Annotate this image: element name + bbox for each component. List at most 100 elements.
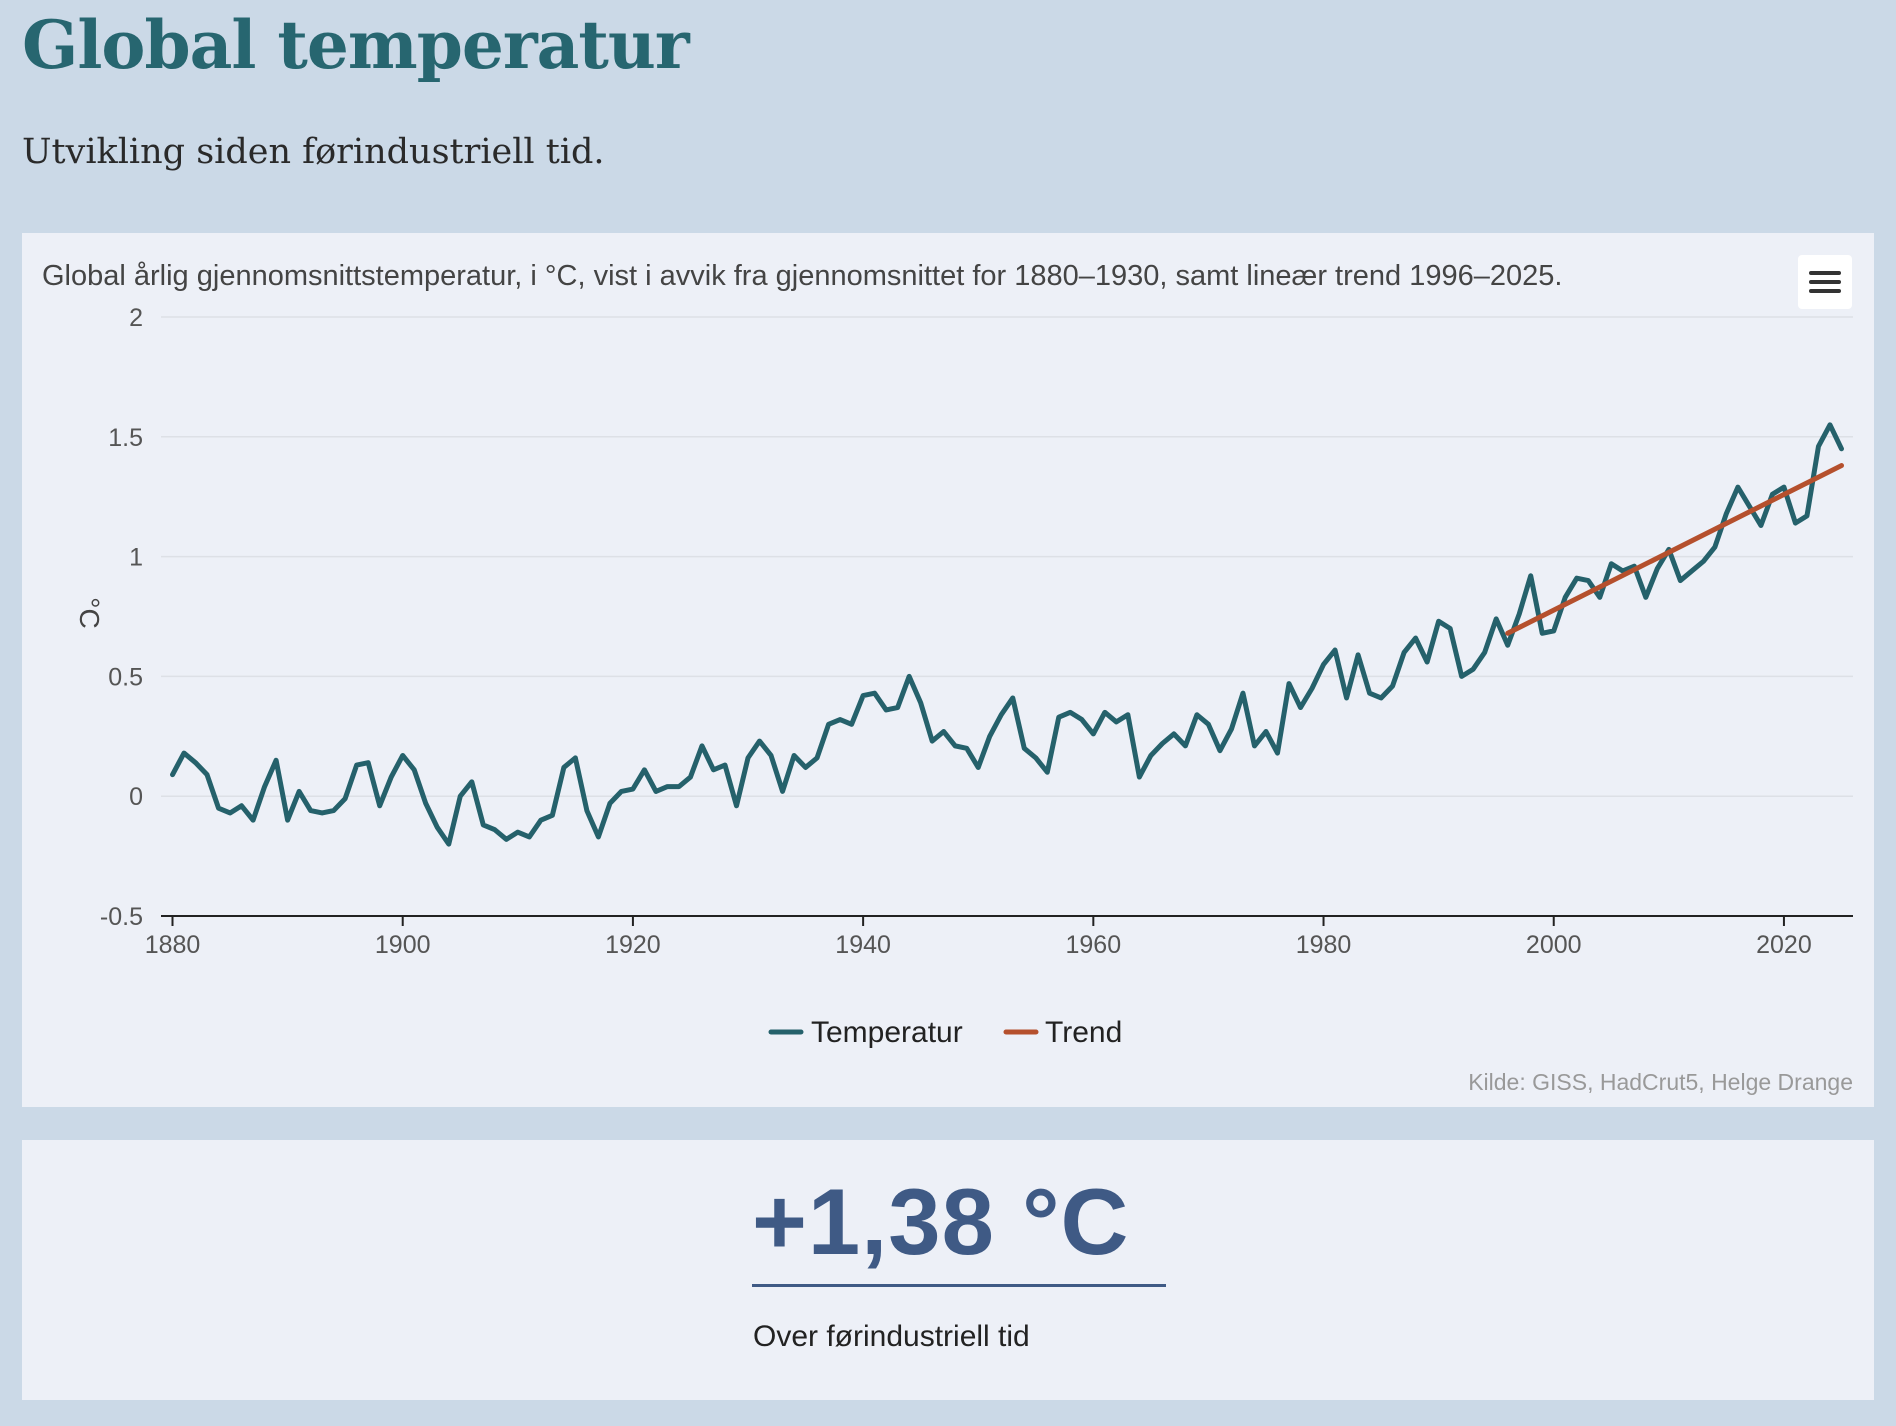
temperature-data-point[interactable] [1827,422,1833,428]
chart-menu-button[interactable] [1798,255,1852,309]
temperature-data-point[interactable] [446,841,452,847]
temperature-data-point[interactable] [1804,513,1810,519]
temperature-data-point[interactable] [1447,625,1453,631]
temperature-data-point[interactable] [354,762,360,768]
legend-item-trend[interactable]: Trend [1003,1016,1122,1049]
temperature-data-point[interactable] [1321,661,1327,667]
temperature-data-point[interactable] [1171,731,1177,737]
temperature-data-point[interactable] [1228,726,1234,732]
temperature-data-point[interactable] [710,767,716,773]
temperature-data-point[interactable] [1608,561,1614,567]
temperature-data-point[interactable] [895,705,901,711]
temperature-data-point[interactable] [826,721,832,727]
temperature-data-point[interactable] [1689,568,1695,574]
temperature-data-point[interactable] [687,774,693,780]
legend-item-temperatur[interactable]: Temperatur [768,1016,963,1049]
temperature-data-point[interactable] [262,784,268,790]
temperature-data-point[interactable] [1205,721,1211,727]
temperature-data-point[interactable] [1136,774,1142,780]
temperature-data-point[interactable] [216,805,222,811]
temperature-data-point[interactable] [1159,740,1165,746]
temperature-data-point[interactable] [1113,719,1119,725]
temperature-data-point[interactable] [607,800,613,806]
temperature-data-point[interactable] [1044,769,1050,775]
temperature-data-point[interactable] [1562,594,1568,600]
temperature-data-point[interactable] [1781,484,1787,490]
temperature-data-point[interactable] [998,712,1004,718]
temperature-data-point[interactable] [572,755,578,761]
temperature-data-point[interactable] [1309,685,1315,691]
temperature-data-point[interactable] [1516,611,1522,617]
temperature-data-point[interactable] [365,760,371,766]
temperature-data-point[interactable] [1838,446,1844,452]
temperature-data-point[interactable] [780,788,786,794]
temperature-data-point[interactable] [1079,717,1085,723]
temperature-data-point[interactable] [906,673,912,679]
temperature-data-point[interactable] [1182,743,1188,749]
temperature-data-point[interactable] [1539,630,1545,636]
temperature-data-point[interactable] [1067,709,1073,715]
temperature-data-point[interactable] [319,810,325,816]
temperature-data-point[interactable] [653,788,659,794]
temperature-data-point[interactable] [918,700,924,706]
temperature-data-point[interactable] [1344,695,1350,701]
temperature-data-point[interactable] [503,836,509,842]
temperature-data-point[interactable] [1401,649,1407,655]
temperature-data-point[interactable] [734,803,740,809]
temperature-data-point[interactable] [273,757,279,763]
temperature-data-point[interactable] [434,824,440,830]
temperature-data-point[interactable] [722,762,728,768]
temperature-data-point[interactable] [181,750,187,756]
temperature-data-point[interactable] [676,784,682,790]
temperature-data-point[interactable] [1505,642,1511,648]
temperature-data-point[interactable] [1413,635,1419,641]
temperature-data-point[interactable] [1010,695,1016,701]
temperature-data-point[interactable] [1700,558,1706,564]
temperature-data-point[interactable] [1758,522,1764,528]
temperature-data-point[interactable] [1367,690,1373,696]
temperature-data-point[interactable] [170,772,176,778]
temperature-data-point[interactable] [1240,690,1246,696]
temperature-data-point[interactable] [1298,705,1304,711]
temperature-data-point[interactable] [1251,743,1257,749]
temperature-data-point[interactable] [492,827,498,833]
temperature-data-point[interactable] [1677,578,1683,584]
temperature-data-point[interactable] [1021,745,1027,751]
temperature-data-point[interactable] [1574,575,1580,581]
temperature-data-point[interactable] [549,812,555,818]
temperature-data-point[interactable] [987,733,993,739]
temperature-data-point[interactable] [1125,712,1131,718]
temperature-data-point[interactable] [1493,616,1499,622]
temperature-data-point[interactable] [664,784,670,790]
temperature-data-point[interactable] [1056,714,1062,720]
temperature-data-point[interactable] [377,803,383,809]
temperature-data-point[interactable] [595,834,601,840]
temperature-data-point[interactable] [193,760,199,766]
temperature-data-point[interactable] [204,772,210,778]
temperature-data-point[interactable] [745,755,751,761]
temperature-data-point[interactable] [1033,755,1039,761]
temperature-data-point[interactable] [1528,573,1534,579]
temperature-data-point[interactable] [1643,594,1649,600]
temperature-data-point[interactable] [837,717,843,723]
temperature-data-point[interactable] [699,743,705,749]
temperature-data-point[interactable] [285,817,291,823]
temperature-data-point[interactable] [849,721,855,727]
temperature-data-point[interactable] [538,817,544,823]
temperature-data-point[interactable] [411,767,417,773]
temperature-data-point[interactable] [1631,563,1637,569]
temperature-data-point[interactable] [975,764,981,770]
temperature-data-point[interactable] [860,693,866,699]
temperature-data-point[interactable] [929,738,935,744]
temperature-data-point[interactable] [227,810,233,816]
temperature-data-point[interactable] [1585,578,1591,584]
temperature-data-point[interactable] [1482,649,1488,655]
temperature-data-point[interactable] [331,808,337,814]
temperature-data-point[interactable] [561,764,567,770]
temperature-data-point[interactable] [1792,520,1798,526]
temperature-data-point[interactable] [964,745,970,751]
temperature-data-point[interactable] [1332,647,1338,653]
temperature-data-point[interactable] [872,690,878,696]
temperature-data-point[interactable] [1666,546,1672,552]
temperature-data-point[interactable] [480,822,486,828]
